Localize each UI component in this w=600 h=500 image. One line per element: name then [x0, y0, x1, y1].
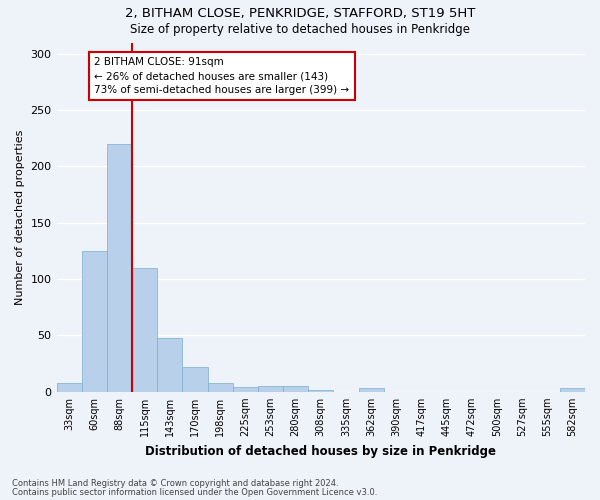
Bar: [560, 388, 585, 392]
Bar: [283, 386, 308, 392]
Bar: [107, 144, 132, 392]
Bar: [308, 390, 334, 392]
Bar: [157, 338, 182, 392]
Bar: [359, 388, 383, 392]
Bar: [233, 388, 258, 392]
Bar: [56, 383, 82, 392]
Bar: [182, 367, 208, 392]
Text: 2, BITHAM CLOSE, PENKRIDGE, STAFFORD, ST19 5HT: 2, BITHAM CLOSE, PENKRIDGE, STAFFORD, ST…: [125, 8, 475, 20]
Bar: [82, 251, 107, 392]
Text: Contains public sector information licensed under the Open Government Licence v3: Contains public sector information licen…: [12, 488, 377, 497]
X-axis label: Distribution of detached houses by size in Penkridge: Distribution of detached houses by size …: [145, 444, 496, 458]
Text: 2 BITHAM CLOSE: 91sqm
← 26% of detached houses are smaller (143)
73% of semi-det: 2 BITHAM CLOSE: 91sqm ← 26% of detached …: [94, 57, 349, 95]
Text: Size of property relative to detached houses in Penkridge: Size of property relative to detached ho…: [130, 22, 470, 36]
Bar: [132, 268, 157, 392]
Text: Contains HM Land Registry data © Crown copyright and database right 2024.: Contains HM Land Registry data © Crown c…: [12, 479, 338, 488]
Bar: [258, 386, 283, 392]
Y-axis label: Number of detached properties: Number of detached properties: [15, 130, 25, 305]
Bar: [208, 383, 233, 392]
